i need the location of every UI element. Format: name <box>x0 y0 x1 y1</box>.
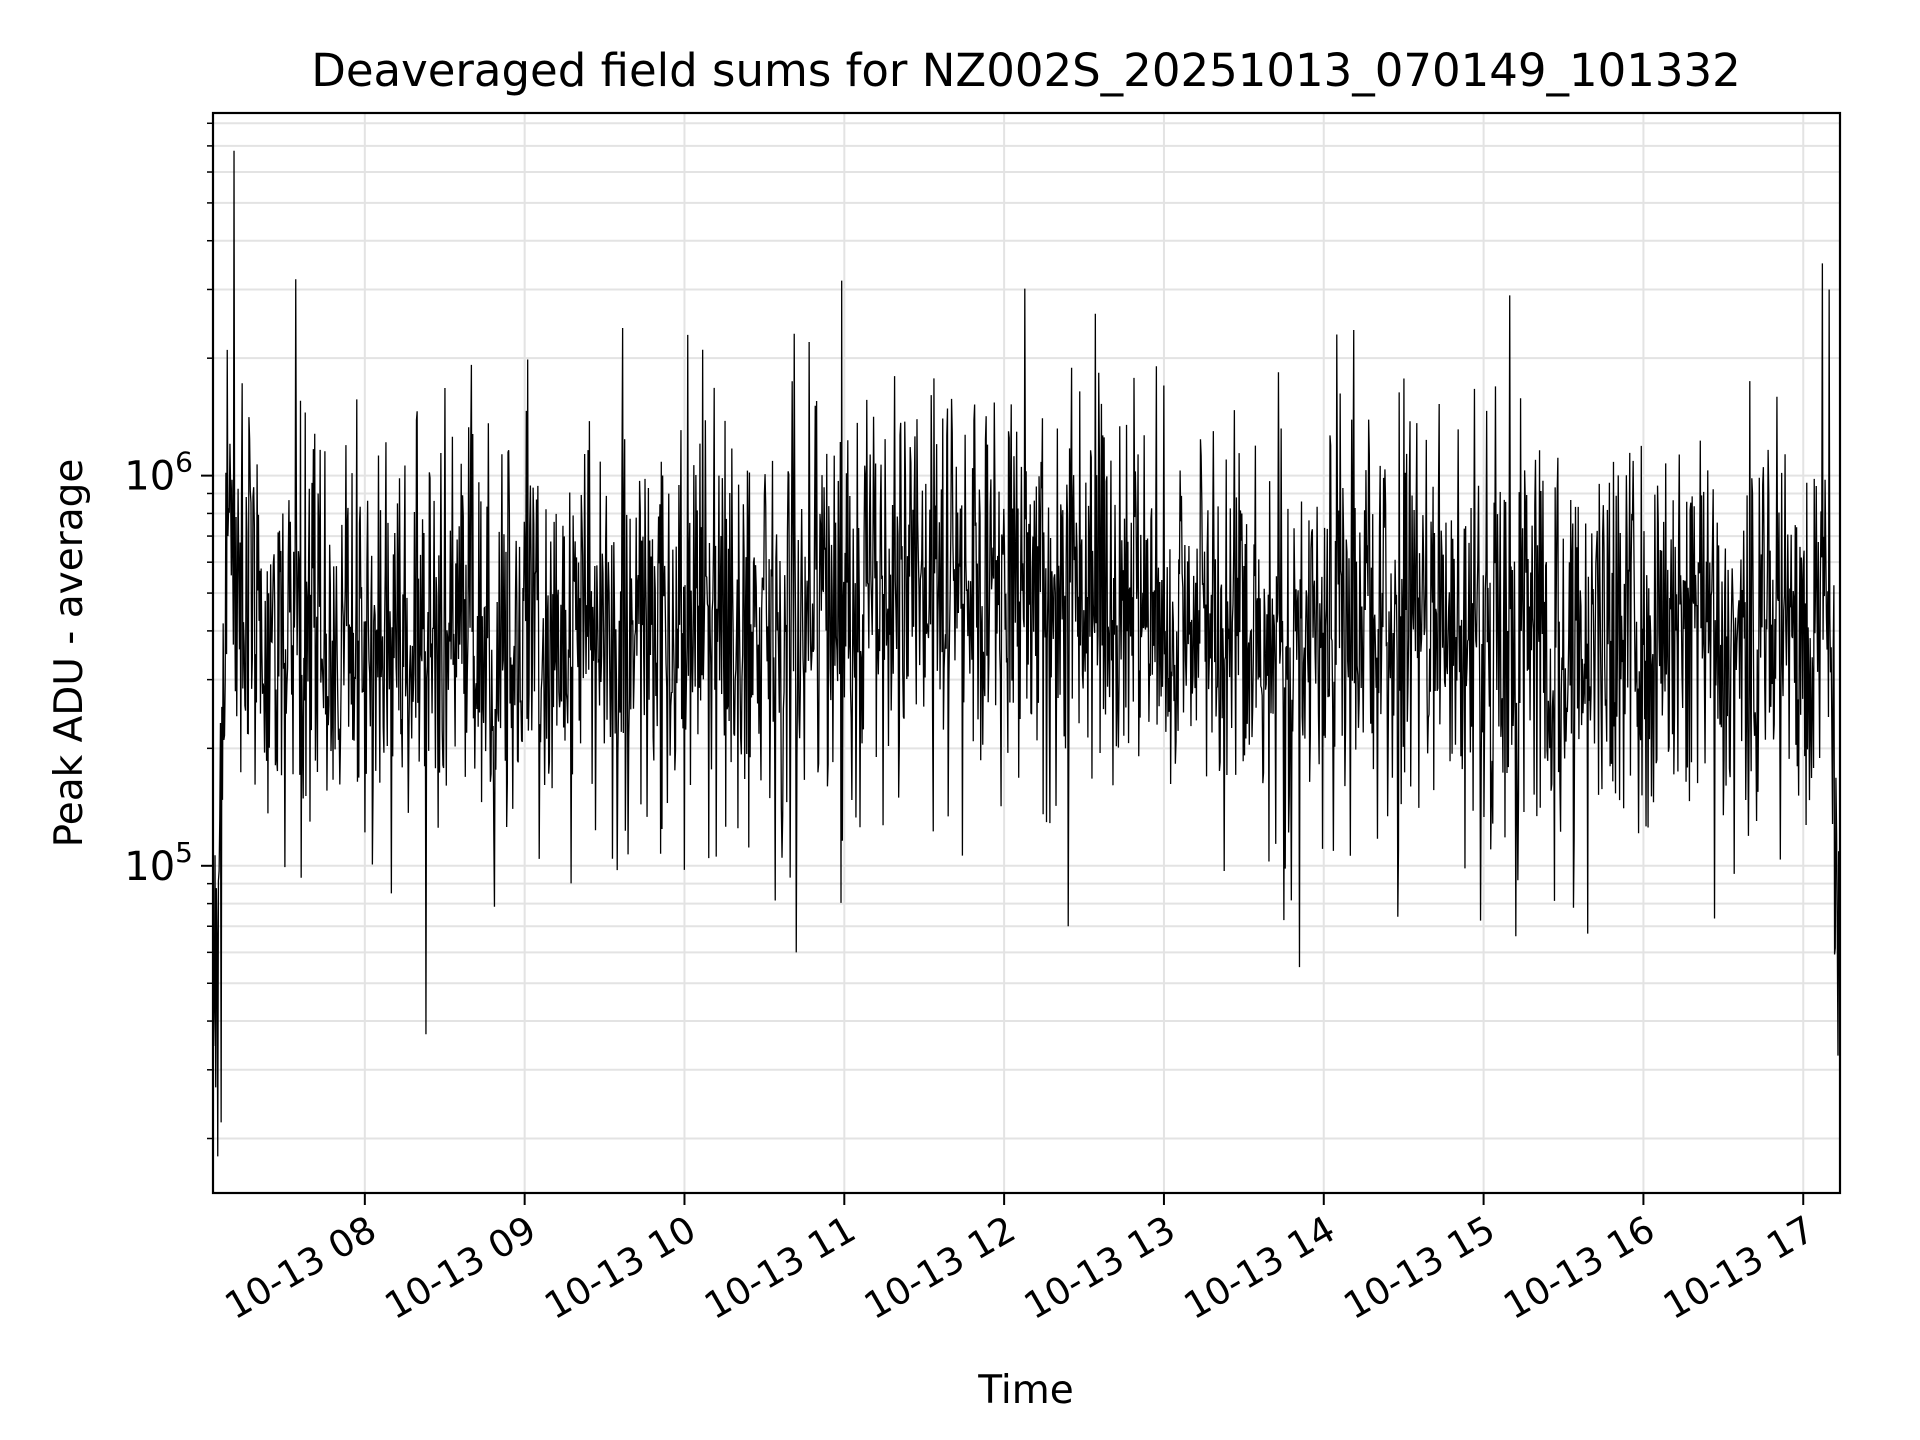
y-tick-exponent: 6 <box>175 446 193 479</box>
y-tick-exponent: 5 <box>175 836 193 869</box>
y-tick-label: 105 <box>124 836 193 890</box>
series-line-field-sums <box>212 150 1841 1157</box>
series-layer <box>212 150 1841 1157</box>
chart-title: Deaveraged field sums for NZ002S_2025101… <box>311 44 1741 97</box>
y-tick-base: 10 <box>124 844 175 890</box>
y-axis-label: Peak ADU - average <box>47 459 92 848</box>
y-tick-base: 10 <box>124 454 175 500</box>
y-tick-label: 106 <box>124 446 193 500</box>
x-axis-label: Time <box>977 1368 1073 1413</box>
plot-frame <box>211 111 1842 1195</box>
